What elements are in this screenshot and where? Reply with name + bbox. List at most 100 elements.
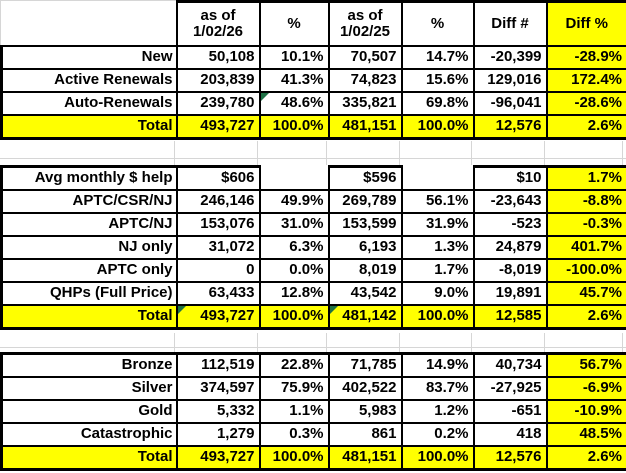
diff-cell[interactable]: 12,585	[472, 304, 548, 330]
diff-pct-cell[interactable]: -28.9%	[545, 45, 626, 70]
percent-cell[interactable]: 9.0%	[400, 281, 475, 306]
percent-cell[interactable]: 100.0%	[400, 445, 475, 471]
diff-cell[interactable]: -96,041	[472, 91, 548, 116]
diff-pct-cell[interactable]: 2.6%	[545, 445, 626, 471]
diff-cell[interactable]: 40,734	[472, 352, 548, 378]
percent-cell[interactable]: 100.0%	[258, 114, 330, 140]
percent-cell[interactable]: 56.1%	[400, 189, 475, 214]
diff-cell[interactable]: 12,576	[472, 445, 548, 471]
row-label[interactable]: Active Renewals	[0, 68, 178, 93]
diff-pct-cell[interactable]: -0.3%	[545, 212, 626, 237]
header-asof-current[interactable]: as of 1/02/26	[175, 0, 261, 47]
percent-cell[interactable]: 14.7%	[400, 45, 475, 70]
diff-cell[interactable]: 129,016	[472, 68, 548, 93]
row-label[interactable]: Total	[0, 114, 178, 140]
value-cell[interactable]: 8,019	[327, 258, 403, 283]
value-cell[interactable]: 481,151	[327, 114, 403, 140]
diff-cell[interactable]: 19,891	[472, 281, 548, 306]
value-cell[interactable]: 493,727	[175, 304, 261, 330]
diff-cell[interactable]: -8,019	[472, 258, 548, 283]
percent-cell[interactable]: 31.0%	[258, 212, 330, 237]
diff-cell[interactable]: -523	[472, 212, 548, 237]
value-cell[interactable]: 269,789	[327, 189, 403, 214]
value-cell[interactable]: 50,108	[175, 45, 261, 70]
corner-blank-cell[interactable]	[1, 1, 177, 46]
percent-cell[interactable]: 75.9%	[258, 376, 330, 401]
value-cell[interactable]: 112,519	[175, 352, 261, 378]
value-cell[interactable]: 374,597	[175, 376, 261, 401]
value-cell[interactable]: 70,507	[327, 45, 403, 70]
value-cell[interactable]: 335,821	[327, 91, 403, 116]
value-cell[interactable]: 481,142	[327, 304, 403, 330]
value-cell[interactable]: 6,193	[327, 235, 403, 260]
percent-cell[interactable]: 15.6%	[400, 68, 475, 93]
value-cell[interactable]: 402,522	[327, 376, 403, 401]
header-diff-pct[interactable]: Diff %	[545, 0, 626, 47]
row-label[interactable]: Total	[0, 304, 178, 330]
header-diff-num[interactable]: Diff #	[472, 0, 548, 47]
value-cell[interactable]: 1,279	[175, 422, 261, 447]
value-cell[interactable]: $606	[175, 165, 261, 191]
row-label[interactable]: Avg monthly $ help	[0, 165, 178, 191]
value-cell[interactable]: 861	[327, 422, 403, 447]
value-cell[interactable]: $596	[327, 165, 403, 191]
value-cell[interactable]: 493,727	[175, 445, 261, 471]
percent-cell[interactable]: 6.3%	[258, 235, 330, 260]
value-cell[interactable]: 153,076	[175, 212, 261, 237]
percent-cell[interactable]: 41.3%	[258, 68, 330, 93]
percent-cell[interactable]: 10.1%	[258, 45, 330, 70]
diff-pct-cell[interactable]: 1.7%	[545, 165, 626, 191]
percent-cell[interactable]: 0.2%	[400, 422, 475, 447]
row-label[interactable]: Gold	[0, 399, 178, 424]
row-label[interactable]: QHPs (Full Price)	[0, 281, 178, 306]
diff-cell[interactable]: 24,879	[472, 235, 548, 260]
value-cell[interactable]: 31,072	[175, 235, 261, 260]
value-cell[interactable]: 43,542	[327, 281, 403, 306]
header-pct-current[interactable]: %	[258, 0, 330, 47]
percent-cell[interactable]: 48.6%	[258, 91, 330, 116]
row-label[interactable]: New	[0, 45, 178, 70]
diff-pct-cell[interactable]: 48.5%	[545, 422, 626, 447]
diff-cell[interactable]: -651	[472, 399, 548, 424]
value-cell[interactable]: 246,146	[175, 189, 261, 214]
value-cell[interactable]: 481,151	[327, 445, 403, 471]
percent-cell[interactable]: 31.9%	[400, 212, 475, 237]
percent-cell[interactable]: 1.7%	[400, 258, 475, 283]
percent-cell[interactable]: 49.9%	[258, 189, 330, 214]
percent-cell[interactable]: 1.1%	[258, 399, 330, 424]
diff-pct-cell[interactable]: -100.0%	[545, 258, 626, 283]
diff-pct-cell[interactable]: 56.7%	[545, 352, 626, 378]
diff-pct-cell[interactable]: 172.4%	[545, 68, 626, 93]
diff-cell[interactable]: 418	[472, 422, 548, 447]
percent-cell[interactable]: 100.0%	[258, 445, 330, 471]
value-cell[interactable]: 493,727	[175, 114, 261, 140]
value-cell[interactable]: 203,839	[175, 68, 261, 93]
blank-cell[interactable]	[400, 166, 475, 191]
diff-cell[interactable]: -23,643	[472, 189, 548, 214]
header-pct-prior[interactable]: %	[400, 0, 475, 47]
value-cell[interactable]: 0	[175, 258, 261, 283]
percent-cell[interactable]: 83.7%	[400, 376, 475, 401]
diff-cell[interactable]: 12,576	[472, 114, 548, 140]
value-cell[interactable]: 71,785	[327, 352, 403, 378]
diff-pct-cell[interactable]: 45.7%	[545, 281, 626, 306]
percent-cell[interactable]: 0.3%	[258, 422, 330, 447]
percent-cell[interactable]: 69.8%	[400, 91, 475, 116]
diff-pct-cell[interactable]: 2.6%	[545, 114, 626, 140]
percent-cell[interactable]: 1.3%	[400, 235, 475, 260]
row-label[interactable]: NJ only	[0, 235, 178, 260]
percent-cell[interactable]: 0.0%	[258, 258, 330, 283]
percent-cell[interactable]: 1.2%	[400, 399, 475, 424]
value-cell[interactable]: 74,823	[327, 68, 403, 93]
value-cell[interactable]: 63,433	[175, 281, 261, 306]
diff-pct-cell[interactable]: 401.7%	[545, 235, 626, 260]
row-label[interactable]: APTC only	[0, 258, 178, 283]
value-cell[interactable]: 5,983	[327, 399, 403, 424]
percent-cell[interactable]: 100.0%	[400, 114, 475, 140]
percent-cell[interactable]: 100.0%	[400, 304, 475, 330]
percent-cell[interactable]: 100.0%	[258, 304, 330, 330]
diff-cell[interactable]: -20,399	[472, 45, 548, 70]
diff-cell[interactable]: $10	[472, 165, 548, 191]
value-cell[interactable]: 239,780	[175, 91, 261, 116]
row-label[interactable]: Bronze	[0, 352, 178, 378]
